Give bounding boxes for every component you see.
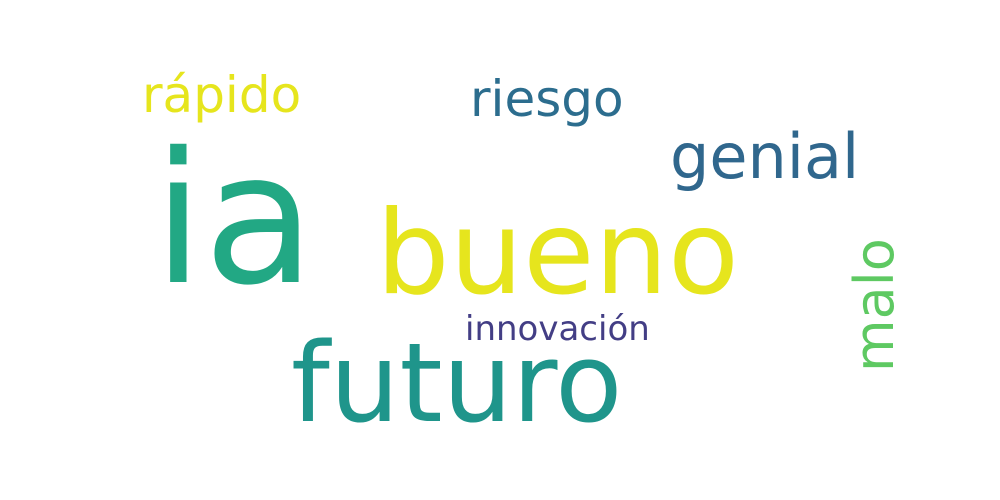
word-bueno: bueno: [376, 186, 740, 321]
word-riesgo: riesgo: [470, 70, 624, 128]
word-rapido: rápido: [142, 66, 302, 124]
word-malo: malo: [843, 238, 906, 372]
word-futuro: futuro: [291, 319, 623, 447]
word-innovacion: innovación: [465, 309, 650, 349]
word-ia: ia: [153, 113, 316, 325]
word-genial: genial: [670, 120, 860, 193]
